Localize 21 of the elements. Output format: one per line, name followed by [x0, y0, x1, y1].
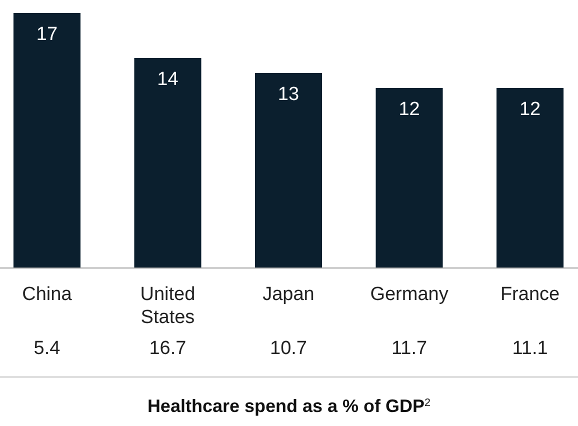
x-tick-label: Germany — [370, 284, 449, 305]
x-tick-label: Japan — [262, 284, 314, 305]
data-label: 11.7 — [391, 338, 428, 359]
data-label: 17 — [36, 24, 58, 45]
text: Healthcare spend as a % of GDP$^{2}$ — [147, 396, 431, 416]
x-tick-label: United States — [140, 284, 196, 328]
data-label: 10.7 — [270, 338, 307, 359]
data-label: 5.4 — [34, 338, 61, 359]
data-label: 12 — [398, 99, 420, 120]
data-label: 11.1 — [512, 338, 548, 359]
x-tick-label: France — [500, 284, 560, 305]
bar — [254, 73, 322, 268]
data-label: 12 — [519, 99, 541, 120]
bar — [376, 88, 443, 268]
bar — [496, 88, 564, 268]
x-tick-label: China — [22, 284, 72, 305]
bar — [134, 58, 202, 268]
bar — [13, 13, 80, 268]
data-label: 13 — [278, 84, 300, 105]
data-label: 14 — [157, 69, 179, 90]
data-label: 16.7 — [149, 338, 186, 359]
